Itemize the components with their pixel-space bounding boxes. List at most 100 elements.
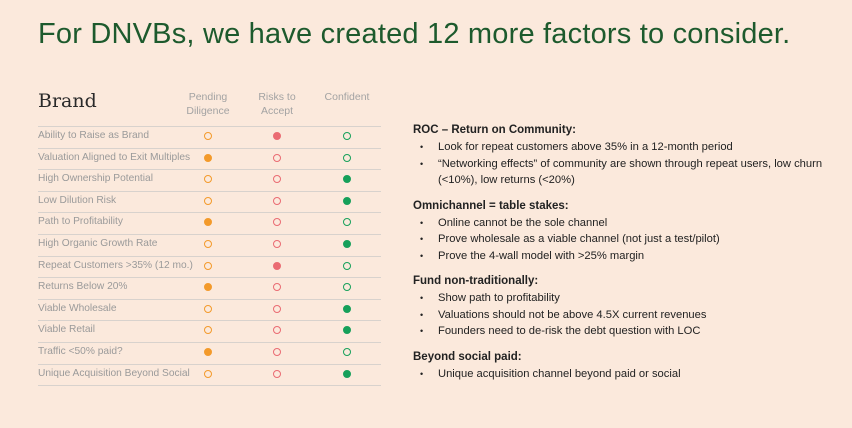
slide-title: For DNVBs, we have created 12 more facto… — [38, 18, 791, 50]
table-row: Returns Below 20% — [38, 278, 381, 300]
table-label: Brand — [38, 90, 97, 112]
row-label: Viable Retail — [38, 324, 96, 336]
row-label: Traffic <50% paid? — [38, 345, 123, 357]
bullet-item: • Prove the 4-wall model with >25% margin — [413, 248, 833, 265]
bullet-text: Valuations should not be above 4.5X curr… — [438, 308, 707, 321]
bullet-icon: • — [420, 250, 424, 261]
confident-filled-dot-icon — [343, 326, 351, 335]
bullet-text: Unique acquisition channel beyond paid o… — [438, 367, 681, 380]
row-label: Ability to Raise as Brand — [38, 130, 149, 141]
row-label: Unique Acquisition Beyond Social — [38, 367, 190, 379]
column-header-pending: Pending Diligence — [186, 91, 230, 117]
section-heading: Omnichannel = table stakes: — [413, 199, 569, 212]
bullet-text: Prove the 4-wall model with >25% margin — [438, 249, 645, 262]
bullet-icon: • — [420, 326, 424, 336]
risks-empty-dot-icon — [273, 347, 281, 356]
risks-empty-dot-icon — [273, 304, 281, 313]
pending-empty-dot-icon — [204, 369, 212, 378]
section: ROC – Return on Community: • Look for repe… — [413, 124, 833, 189]
bullet-icon: • — [420, 142, 424, 152]
risks-empty-dot-icon — [273, 326, 281, 335]
row-label: Viable Wholesale — [38, 302, 117, 314]
confident-empty-dot-icon — [343, 283, 351, 292]
pending-empty-dot-icon — [204, 175, 212, 184]
section-heading: Beyond social paid: — [413, 350, 522, 363]
bullet-icon: • — [420, 293, 424, 303]
row-label: High Ownership Potential — [38, 173, 153, 185]
confident-filled-dot-icon — [343, 304, 351, 313]
row-label: Repeat Customers >35% (12 mo.) — [38, 259, 193, 271]
section: Fund non-traditionally: • Show path to pro… — [413, 275, 833, 340]
factor-table: Ability to Raise as Brand Valuation Align… — [38, 126, 381, 387]
row-label: Low Dilution Risk — [38, 194, 117, 206]
table-row: Repeat Customers >35% (12 mo.) — [38, 257, 381, 279]
risks-empty-dot-icon — [273, 283, 281, 292]
section-heading: ROC – Return on Community: — [413, 124, 576, 136]
confident-empty-dot-icon — [343, 347, 351, 356]
bullet-text: Show path to profitability — [438, 292, 560, 304]
risks-filled-dot-icon — [273, 132, 281, 140]
pending-empty-dot-icon — [204, 326, 212, 335]
table-row: Low Dilution Risk — [38, 192, 381, 214]
bullet-text: Look for repeat customers above 35% in a… — [438, 141, 733, 153]
bullet-item: • Founders need to de-risk the debt quest… — [413, 323, 833, 340]
section-heading: Fund non-traditionally: — [413, 275, 539, 287]
table-row: Valuation Aligned to Exit Multiples — [38, 149, 381, 171]
bullet-item: • Unique acquisition channel beyond paid … — [413, 366, 833, 383]
table-row: High Ownership Potential — [38, 170, 381, 192]
pending-empty-dot-icon — [204, 132, 212, 140]
column-header-confident: Confident — [324, 91, 370, 103]
confident-empty-dot-icon — [343, 218, 351, 227]
bullet-item: • Look for repeat customers above 35% in … — [413, 139, 833, 156]
table-row: Path to Profitability — [38, 213, 381, 235]
column-header-risks: Risks to Accept — [258, 91, 296, 117]
pending-filled-dot-icon — [204, 218, 212, 227]
risks-empty-dot-icon — [273, 239, 281, 248]
bullet-text: Founders need to de-risk the debt questi… — [438, 325, 701, 337]
bullet-icon: • — [420, 368, 424, 379]
table-row: Viable Wholesale — [38, 300, 381, 322]
pending-empty-dot-icon — [204, 304, 212, 313]
pending-filled-dot-icon — [204, 153, 212, 162]
notes-panel: ROC – Return on Community: • Look for repe… — [413, 124, 833, 393]
confident-empty-dot-icon — [343, 132, 351, 140]
row-label: Returns Below 20% — [38, 281, 128, 293]
confident-filled-dot-icon — [343, 369, 351, 378]
row-label: Path to Profitability — [38, 216, 123, 228]
table-row: Viable Retail — [38, 321, 381, 343]
pending-filled-dot-icon — [204, 283, 212, 292]
section: Beyond social paid: • Unique acquisition c… — [413, 351, 833, 383]
table-row: Ability to Raise as Brand — [38, 126, 381, 149]
table-row: Unique Acquisition Beyond Social — [38, 365, 381, 387]
pending-filled-dot-icon — [204, 347, 212, 356]
bullet-item: • Online cannot be the sole channel — [413, 215, 833, 232]
risks-empty-dot-icon — [273, 196, 281, 205]
pending-empty-dot-icon — [204, 196, 212, 205]
risks-empty-dot-icon — [273, 153, 281, 162]
risks-empty-dot-icon — [273, 218, 281, 227]
risks-empty-dot-icon — [273, 175, 281, 184]
risks-empty-dot-icon — [273, 369, 281, 378]
confident-empty-dot-icon — [343, 261, 351, 270]
table-row: High Organic Growth Rate — [38, 235, 381, 257]
bullet-icon: • — [420, 234, 424, 244]
confident-filled-dot-icon — [343, 175, 351, 184]
bullet-text: Prove wholesale as a viable channel (not… — [438, 233, 720, 245]
row-label: Valuation Aligned to Exit Multiples — [38, 151, 191, 163]
row-label: High Organic Growth Rate — [38, 237, 158, 249]
bullet-icon: • — [420, 158, 424, 169]
table-row: Traffic <50% paid? — [38, 343, 381, 365]
pending-empty-dot-icon — [204, 239, 212, 248]
bullet-icon: • — [420, 217, 424, 228]
bullet-item: • Valuations should not be above 4.5X cur… — [413, 307, 833, 324]
bullet-text: “Networking effects” of community are sh… — [438, 157, 823, 187]
bullet-item: • Show path to profitability — [413, 290, 833, 307]
confident-empty-dot-icon — [343, 153, 351, 162]
confident-filled-dot-icon — [343, 196, 351, 205]
section: Omnichannel = table stakes: • Online canno… — [413, 200, 833, 265]
bullet-text: Online cannot be the sole channel — [438, 216, 608, 229]
bullet-icon: • — [420, 309, 424, 320]
bullet-item: • Prove wholesale as a viable channel (no… — [413, 231, 833, 248]
risks-filled-dot-icon — [273, 261, 281, 270]
bullet-item: • “Networking effects” of community are s… — [413, 156, 833, 189]
